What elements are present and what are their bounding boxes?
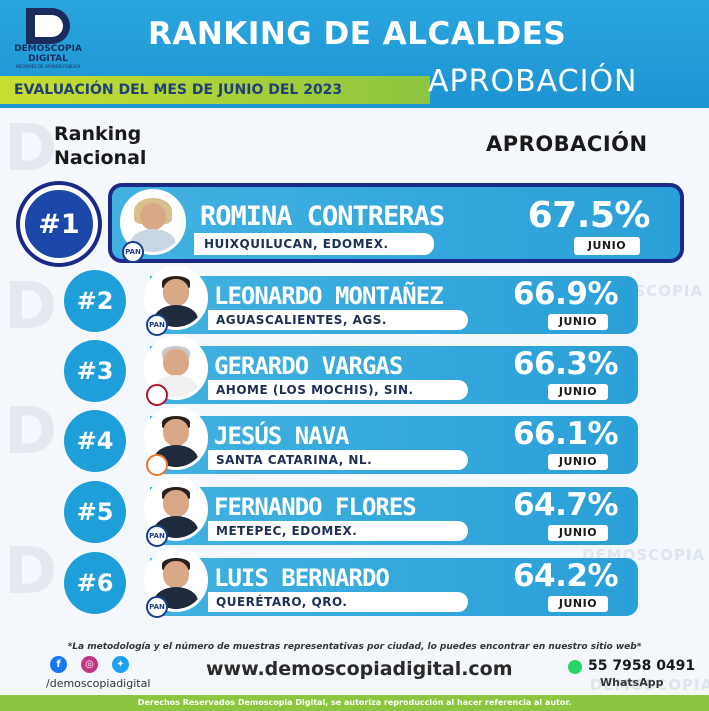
rank-badge: #2 [64,270,126,332]
rank-badge: #5 [64,481,126,543]
place-box: AHOME (LOS MOCHIS), SIN. [208,380,468,400]
party-logo-icon: PAN [146,525,168,547]
party-logo-icon: PAN [146,596,168,618]
mayor-place: AHOME (LOS MOCHIS), SIN. [216,383,414,397]
ranking-row: PAN FERNANDO FLORES METEPEC, EDOMEX. 64.… [144,477,638,547]
place-box: SANTA CATARINA, NL. [208,450,468,470]
watermark-d-icon: D [4,270,58,344]
mayor-name: LUIS BERNARDO [214,564,390,592]
approval-value: 67.5% [527,195,651,236]
facebook-icon[interactable]: f [50,656,67,673]
ranking-label-line2: Nacional [54,147,147,169]
ranking-row: GERARDO VARGAS AHOME (LOS MOCHIS), SIN. … [144,336,638,406]
methodology-note: *La metodología y el número de muestras … [67,642,642,652]
mayor-place: SANTA CATARINA, NL. [216,453,373,467]
ranking-row: JESÚS NAVA SANTA CATARINA, NL. 66.1% JUN… [144,406,638,476]
month-label: JUNIO [548,314,608,330]
subtitle-bar: EVALUACIÓN DEL MES DE JUNIO DEL 2023 [0,76,430,104]
rank-badge: #4 [64,410,126,472]
logo-text-2: DIGITAL [28,54,68,64]
ranking-row: PAN LUIS BERNARDO QUERÉTARO, QRO. 64.2% … [144,548,638,618]
watermark-d-icon: D [4,395,58,469]
mayor-place: AGUASCALIENTES, AGS. [216,313,387,327]
watermark-d-icon: D [4,535,58,609]
logo-text-1: DEMOSCOPIA [14,44,82,54]
party-logo-icon [146,384,168,406]
place-box: METEPEC, EDOMEX. [208,521,468,541]
rights-footer: Derechos Reservados Demoscopia Digital, … [0,695,709,711]
mayor-place: HUIXQUILUCAN, EDOMEX. [204,237,389,251]
party-logo-icon [146,454,168,476]
mayor-name: FERNANDO FLORES [214,493,417,521]
logo-d-icon [26,8,70,44]
ranking-nacional-label: Ranking Nacional [54,122,146,170]
phone-number[interactable]: 55 7958 0491 [588,658,696,674]
logo: DEMOSCOPIA DIGITAL INFORMES DE OPINIÓN P… [8,8,88,74]
mayor-name: ROMINA CONTRERAS [200,201,445,232]
month-label: JUNIO [548,384,608,400]
social-handle[interactable]: /demoscopiadigital [46,677,151,690]
mayor-name: LEONARDO MONTAÑEZ [214,282,444,310]
party-logo-icon: PAN [122,241,144,263]
place-box: QUERÉTARO, QRO. [208,592,468,612]
ranking-row: PAN ROMINA CONTRERAS HUIXQUILUCAN, EDOME… [108,183,684,263]
approval-value: 66.1% [512,416,619,452]
approval-value: 64.7% [512,487,619,523]
whatsapp-label: WhatsApp [600,676,664,689]
subtitle: EVALUACIÓN DEL MES DE JUNIO DEL 2023 [14,82,343,98]
watermark-d-icon: D [4,112,58,186]
rank-badge: #1 [20,185,98,263]
party-logo-icon: PAN [146,314,168,336]
mayor-name: JESÚS NAVA [214,422,349,450]
rank-badge: #6 [64,552,126,614]
avatar [144,477,208,541]
website-link[interactable]: www.demoscopiadigital.com [206,658,513,680]
month-label: JUNIO [548,525,608,541]
approval-value: 66.3% [512,346,619,382]
page-title: RANKING DE ALCALDES [148,16,567,52]
month-label: JUNIO [574,237,640,255]
place-box: HUIXQUILUCAN, EDOMEX. [194,233,434,255]
ranking-label-line1: Ranking [54,123,142,145]
social-links: f ◎ ✦ [50,656,129,673]
mayor-place: QUERÉTARO, QRO. [216,595,348,609]
month-label: JUNIO [548,454,608,470]
logo-text-3: INFORMES DE OPINIÓN PÚBLICA [15,64,81,69]
avatar [144,266,208,330]
mayor-place: METEPEC, EDOMEX. [216,524,358,538]
approval-value: 64.2% [512,558,619,594]
rank-badge: #3 [64,340,126,402]
whatsapp-icon [568,660,582,674]
ranking-row: PAN LEONARDO MONTAÑEZ AGUASCALIENTES, AG… [144,266,638,336]
twitter-icon[interactable]: ✦ [112,656,129,673]
mayor-name: GERARDO VARGAS [214,352,403,380]
approval-heading: APROBACIÓN [428,64,638,99]
header-banner: DEMOSCOPIA DIGITAL INFORMES DE OPINIÓN P… [0,0,709,108]
approval-column-label: APROBACIÓN [486,132,648,156]
instagram-icon[interactable]: ◎ [81,656,98,673]
approval-value: 66.9% [512,276,619,312]
watermark-text: DEMOSCOPIA [590,676,709,694]
month-label: JUNIO [548,596,608,612]
place-box: AGUASCALIENTES, AGS. [208,310,468,330]
